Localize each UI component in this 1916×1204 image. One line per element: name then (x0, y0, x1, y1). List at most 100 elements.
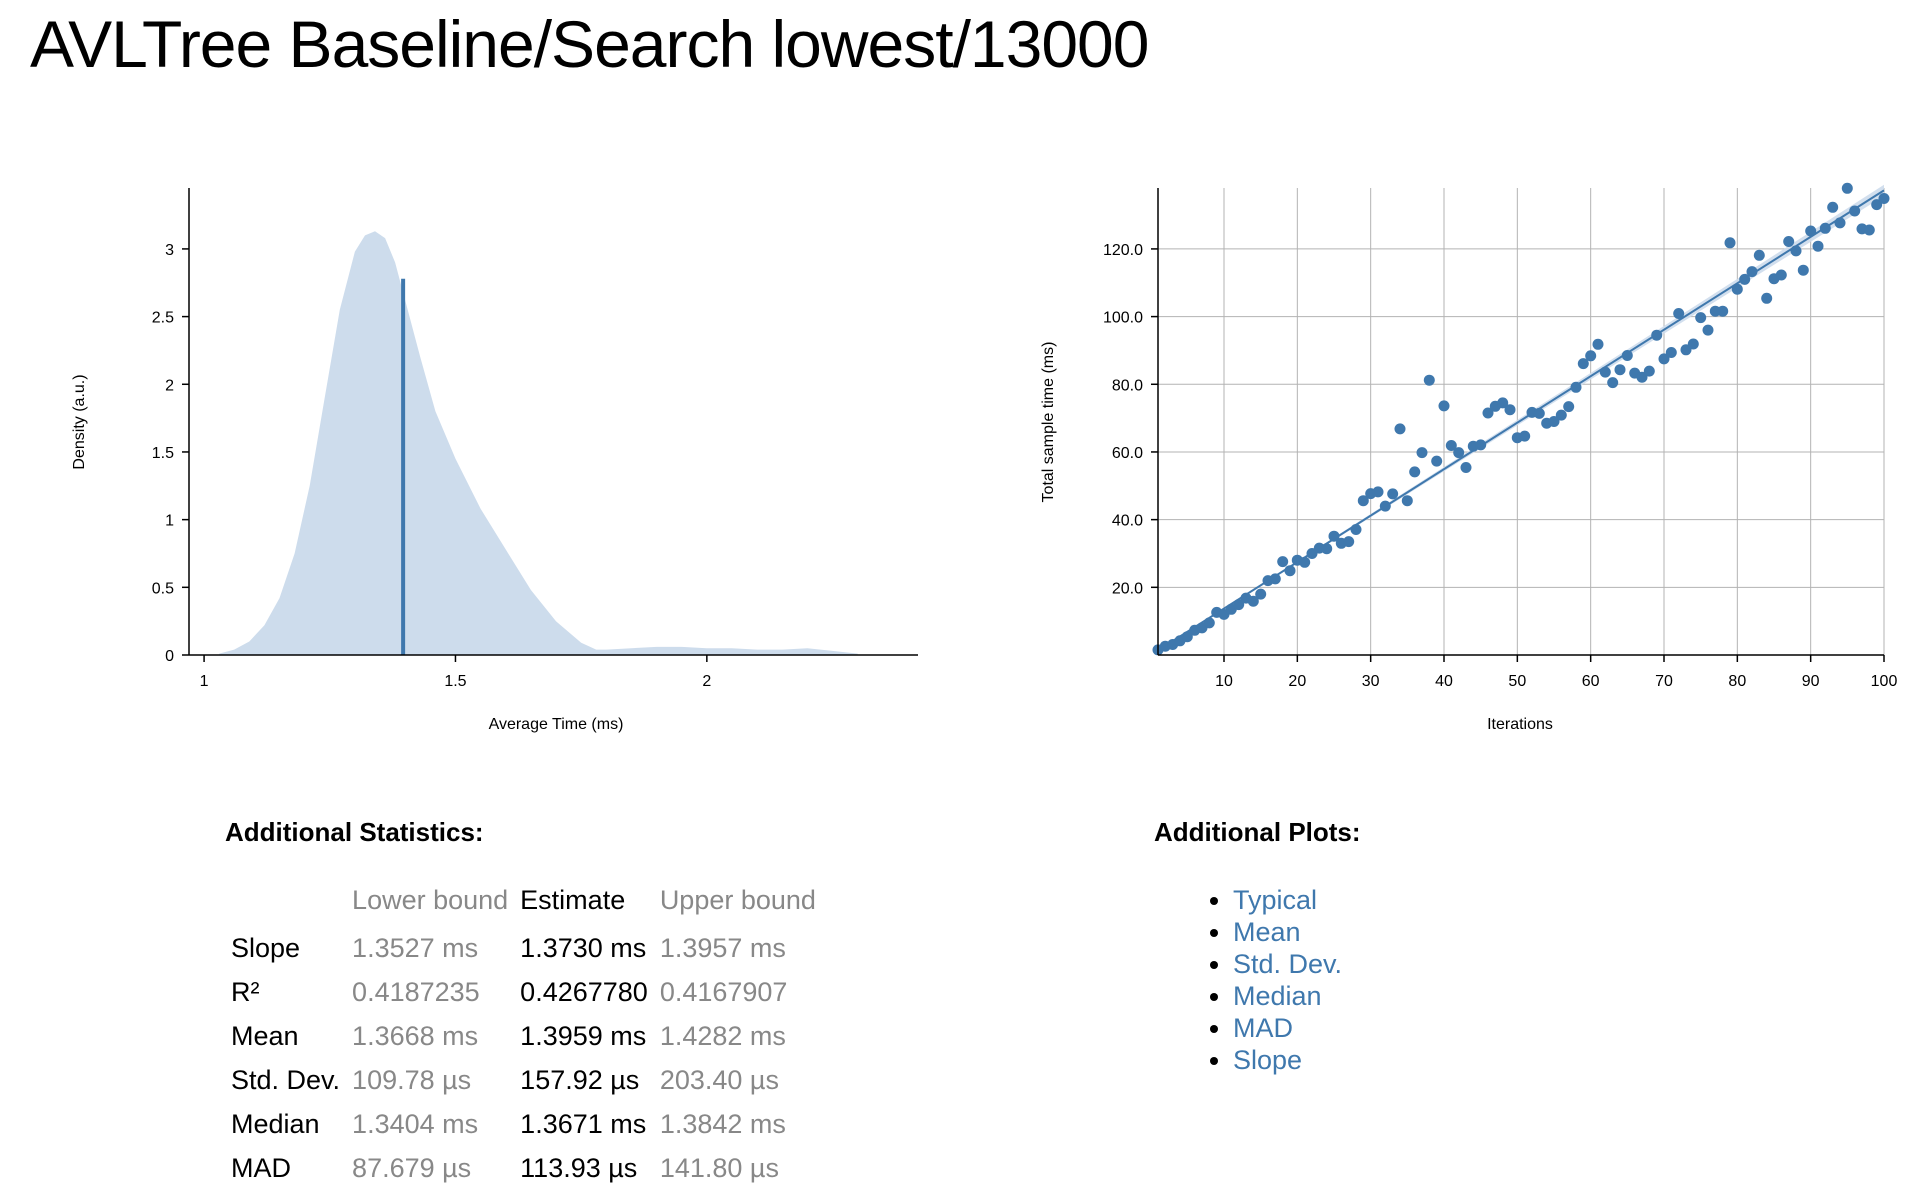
sample-point (1357, 495, 1369, 507)
sample-point (1497, 397, 1509, 409)
sample-point (1841, 182, 1853, 194)
sample-point (1350, 524, 1362, 535)
statistic-estimate: 157.92 µs (520, 1064, 640, 1095)
sample-point (1658, 353, 1670, 365)
sample-point (1321, 543, 1333, 555)
sample-point (1863, 224, 1875, 236)
y-axis-title: Density (a.u.) (71, 374, 88, 469)
sample-point (1827, 201, 1839, 213)
sample-point (1570, 381, 1582, 393)
statistic-name: Std. Dev. (231, 1064, 341, 1095)
sample-point (1475, 439, 1487, 451)
y-tick-label: 1.5 (152, 445, 174, 462)
x-axis-title: Iterations (1487, 716, 1553, 733)
sample-point (1761, 292, 1773, 304)
sample-point (1621, 350, 1633, 361)
y-axis-title: Total sample time (ms) (1040, 342, 1057, 503)
sample-point (1284, 565, 1296, 577)
sample-point (1739, 273, 1751, 285)
sample-point (1592, 338, 1604, 350)
plot-link-slope[interactable]: Slope (1233, 1045, 1303, 1075)
plot-link-mean[interactable]: Mean (1233, 917, 1301, 947)
y-tick-label: 0 (165, 648, 174, 665)
sample-point (1277, 556, 1289, 568)
statistics-row: Median 1.3404 ms 1.3671 ms 1.3842 ms (225, 1102, 822, 1146)
sample-point (1379, 500, 1391, 512)
sample-point (1585, 350, 1597, 362)
y-tick-label: 2.5 (152, 310, 174, 327)
sample-point (1717, 305, 1729, 317)
sample-point (1695, 312, 1707, 324)
statistic-upper: 1.4282 ms (659, 1020, 786, 1051)
y-tick-label: 2 (165, 377, 174, 394)
sample-point (1255, 588, 1267, 600)
sample-point (1460, 462, 1472, 473)
plot-link-std-dev[interactable]: Std. Dev. (1233, 949, 1343, 979)
sample-point (1416, 447, 1428, 459)
statistic-name: R² (231, 976, 260, 1007)
sample-point (1702, 324, 1714, 336)
sample-point (1607, 377, 1619, 389)
statistics-table: Lower bound Estimate Upper bound Slope 1… (225, 885, 822, 1190)
statistics-header-empty (225, 885, 346, 926)
sample-point (1181, 631, 1193, 643)
statistics-header-row: Lower bound Estimate Upper bound (225, 885, 822, 926)
plot-link-item: MAD (1233, 1012, 1342, 1044)
plot-link-item: Mean (1233, 916, 1342, 948)
y-tick-label: 100.0 (1103, 310, 1143, 327)
sample-point (1775, 269, 1787, 281)
regression-line (1157, 189, 1885, 652)
x-tick-label: 1 (200, 673, 209, 690)
sample-point (1343, 536, 1355, 548)
sample-point (1247, 595, 1259, 607)
x-tick-label: 10 (1215, 673, 1233, 690)
sample-point (1533, 407, 1545, 419)
sample-point (1233, 599, 1245, 611)
plot-link-item: Std. Dev. (1233, 948, 1342, 980)
sample-point (1731, 283, 1743, 295)
sample-point (1687, 338, 1699, 350)
estimate-header: Estimate (520, 885, 626, 915)
sample-point (1614, 364, 1626, 376)
pdf-chart: 1 1.5 2 0 0.5 1 1.5 2 2.5 3 Average Time (ms) Densi… (71, 188, 918, 733)
sample-point (1548, 416, 1560, 427)
sample-point (1577, 358, 1589, 370)
sample-point (1834, 217, 1846, 229)
plot-link-median[interactable]: Median (1233, 981, 1322, 1011)
x-tick-label: 30 (1362, 673, 1380, 690)
sample-point (1783, 236, 1795, 247)
sample-point (1372, 486, 1384, 498)
x-tick-label: 100 (1871, 673, 1898, 690)
regression-chart: 10 20 30 40 50 60 70 80 90 100 20.0 40.0 60.0 80.0 100… (1040, 182, 1898, 733)
sample-point (1790, 245, 1802, 257)
statistic-upper: 0.4167907 (659, 976, 788, 1007)
statistics-row: R² 0.4187235 0.4267780 0.4167907 (225, 970, 822, 1014)
x-axis-title: Average Time (ms) (489, 716, 624, 733)
statistic-name: Mean (231, 1020, 299, 1051)
y-tick-label: 40.0 (1112, 513, 1143, 530)
statistic-name: MAD (231, 1152, 291, 1183)
plot-link-typical[interactable]: Typical (1233, 885, 1318, 915)
statistic-estimate: 0.4267780 (520, 976, 648, 1007)
sample-point (1871, 199, 1883, 211)
sample-point (1299, 556, 1311, 568)
sample-point (1812, 240, 1824, 252)
sample-point (1636, 371, 1648, 383)
statistics-row: MAD 87.679 µs 113.93 µs 141.80 µs (225, 1146, 822, 1190)
statistic-estimate: 1.3671 ms (520, 1108, 647, 1139)
y-tick-label: 1 (165, 513, 174, 530)
statistic-lower: 0.4187235 (352, 976, 480, 1007)
pdf-area (219, 231, 858, 656)
sample-point (1453, 447, 1465, 459)
sample-point (1746, 266, 1758, 278)
sample-point (1394, 423, 1406, 435)
statistic-estimate: 113.93 µs (520, 1152, 638, 1183)
sample-point (1482, 407, 1494, 419)
x-tick-label: 70 (1655, 673, 1673, 690)
statistic-upper: 141.80 µs (659, 1152, 779, 1183)
y-tick-label: 3 (165, 242, 174, 259)
sample-point (1387, 488, 1399, 500)
x-tick-label: 60 (1582, 673, 1600, 690)
sample-point (1203, 617, 1215, 629)
plot-link-mad[interactable]: MAD (1233, 1013, 1293, 1043)
